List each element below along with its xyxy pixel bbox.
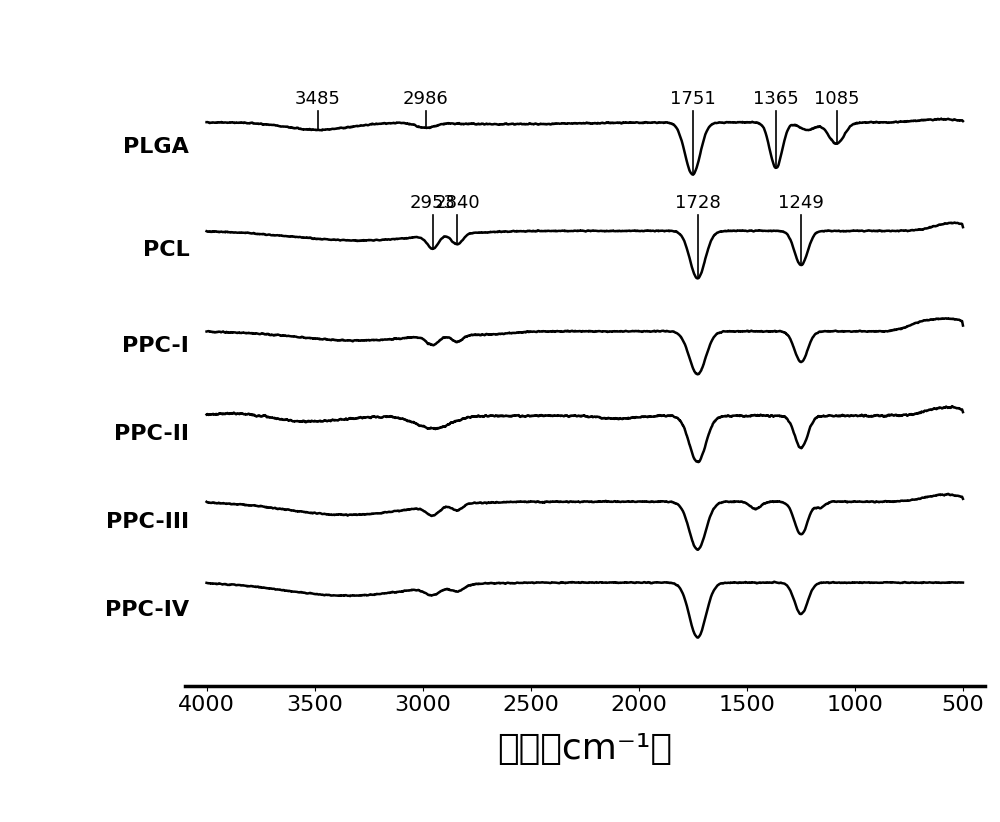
Text: 3485: 3485 [295, 90, 341, 109]
Text: PCL: PCL [143, 241, 189, 261]
Text: 1751: 1751 [670, 90, 715, 109]
Text: PPC-I: PPC-I [122, 336, 189, 356]
Text: PPC-III: PPC-III [106, 512, 189, 532]
Text: 2840: 2840 [434, 194, 480, 212]
Text: PLGA: PLGA [123, 136, 189, 157]
Text: PPC-II: PPC-II [114, 424, 189, 444]
Text: 1085: 1085 [814, 90, 859, 109]
X-axis label: 波数（cm⁻¹）: 波数（cm⁻¹） [497, 732, 672, 766]
Text: 2953: 2953 [410, 194, 456, 212]
Text: 1249: 1249 [778, 194, 824, 212]
Text: 1728: 1728 [675, 194, 720, 212]
Text: 1365: 1365 [753, 90, 799, 109]
Text: 2986: 2986 [403, 90, 449, 109]
Text: PPC-IV: PPC-IV [105, 600, 189, 620]
